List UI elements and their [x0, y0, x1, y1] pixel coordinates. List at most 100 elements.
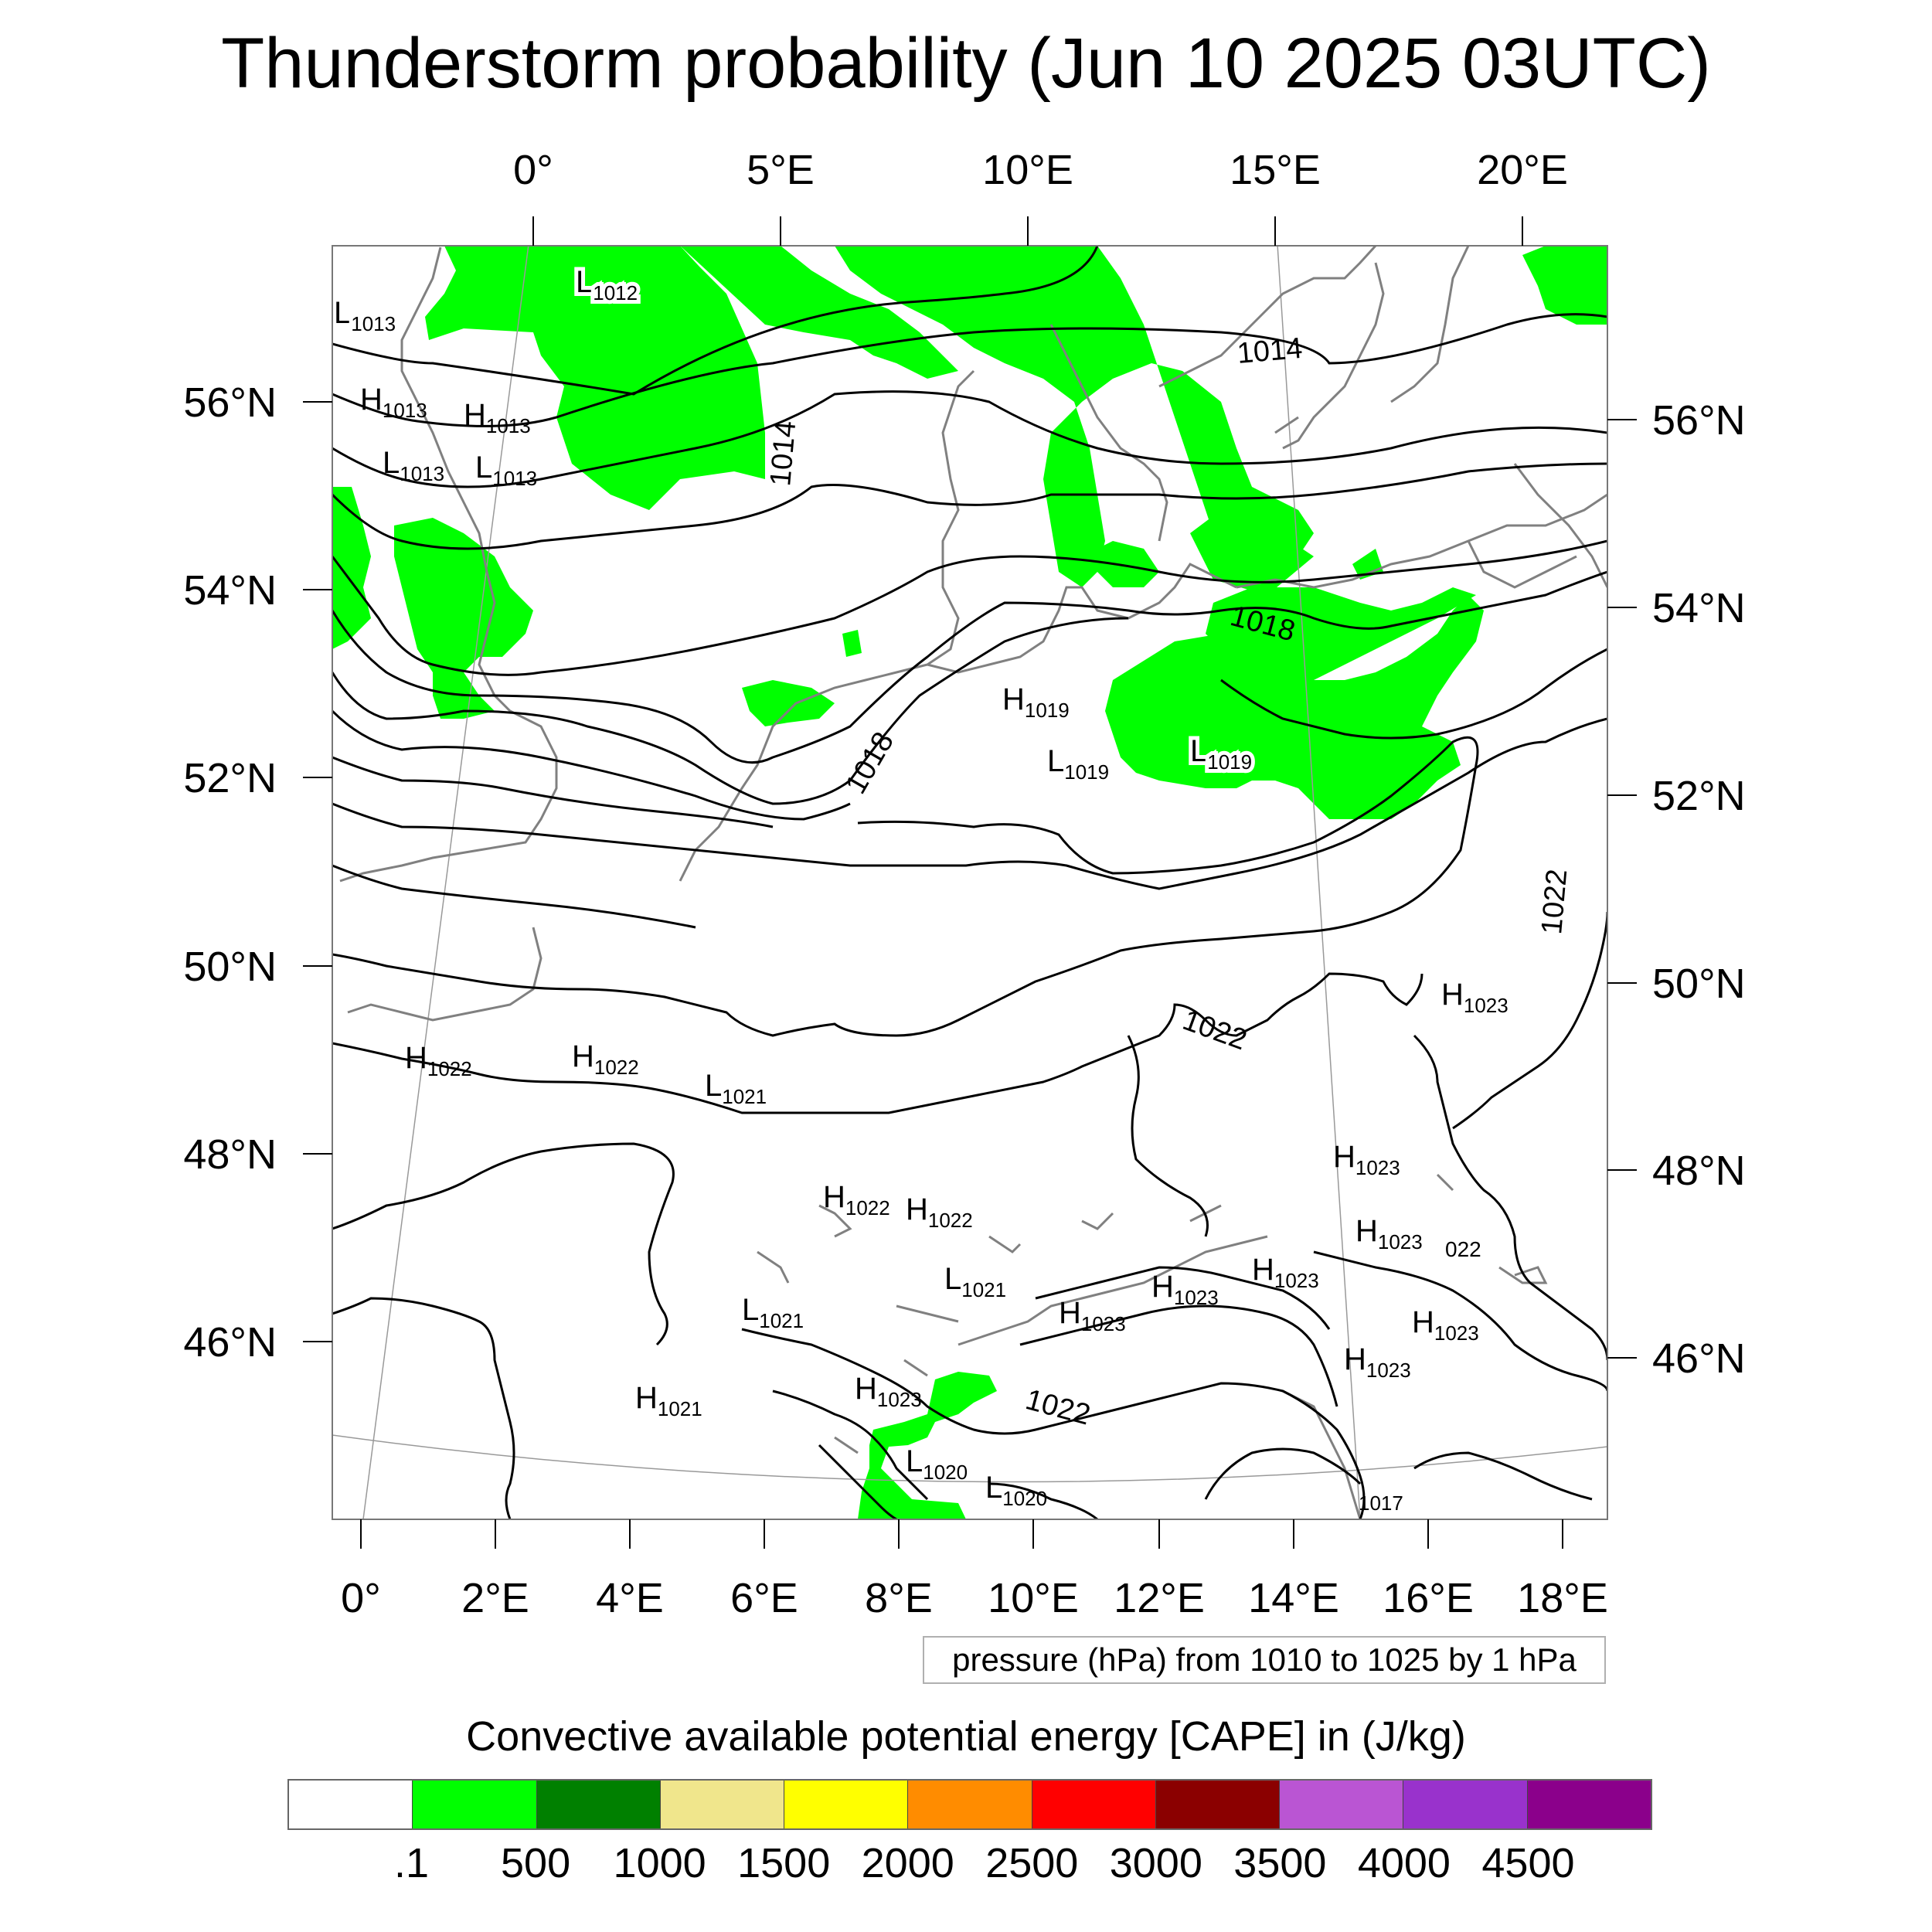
contour-info-box: pressure (hPa) from 1010 to 1025 by 1 hP…: [923, 1636, 1606, 1684]
right-axis-label: 54°N: [1652, 585, 1746, 631]
bottom-axis-label: 8°E: [865, 1575, 933, 1621]
right-axis-label: 50°N: [1652, 961, 1746, 1007]
colorbar-tick-label: 4000: [1357, 1840, 1451, 1886]
axis-ticks: [303, 216, 1637, 1549]
contour-label: 1018: [839, 726, 900, 799]
low-pressure-label: L1013: [332, 292, 400, 339]
high-pressure-label: H1022: [405, 1041, 472, 1080]
bottom-axis-label: 4°E: [596, 1575, 664, 1621]
pressure-center-text: L1013: [334, 296, 396, 335]
pressure-center-text: H1023: [1059, 1296, 1126, 1335]
high-pressure-label: H1023: [1059, 1296, 1126, 1335]
low-pressure-label: L1020: [906, 1444, 968, 1484]
low-pressure-label: L1013: [383, 446, 444, 485]
top-axis-label: 5°E: [747, 147, 815, 193]
low-pressure-label: L1021: [705, 1069, 767, 1108]
bottom-axis-label: 18°E: [1517, 1575, 1608, 1621]
high-pressure-label: H1023: [1344, 1342, 1411, 1382]
low-pressure-label: L1020: [985, 1471, 1047, 1510]
colorbar-swatch: [1155, 1781, 1281, 1828]
low-pressure-label: L1021: [742, 1293, 804, 1332]
contour-label: 1014: [1236, 332, 1304, 370]
pressure-center-text: L1019: [1190, 734, 1252, 774]
bottom-axis-label: 12°E: [1114, 1575, 1205, 1621]
pressure-centers: L1013 L1012 H1013 H1013 L1013 L1013 H1019 L1019…: [332, 261, 1509, 1510]
left-axis-label: 50°N: [183, 944, 277, 990]
right-axis-label: 52°N: [1652, 773, 1746, 819]
left-axis-label: 54°N: [183, 567, 277, 614]
pressure-center-text: L1021: [944, 1262, 1006, 1301]
pressure-center-text: H1023: [1344, 1342, 1411, 1382]
colorbar-labels: .1 500 1000 1500 2000 2500 3000 3500 4000 4500: [0, 1839, 1932, 1893]
pressure-center-text: H1023: [1412, 1305, 1479, 1345]
right-axis-label: 56°N: [1652, 397, 1746, 444]
high-pressure-label: H1023: [1441, 978, 1509, 1017]
colorbar-tick-label: 500: [501, 1840, 571, 1886]
left-axis-label: 46°N: [183, 1319, 277, 1366]
colorbar-tick-label: 1500: [737, 1840, 831, 1886]
contour-label: 1017: [1359, 1492, 1403, 1515]
low-pressure-label: L1019: [1186, 730, 1256, 777]
low-pressure-label: L1013: [475, 451, 537, 490]
left-axis-label: 48°N: [183, 1131, 277, 1178]
colorbar-swatch: [1280, 1781, 1404, 1828]
colorbar-swatch: [1403, 1781, 1528, 1828]
cape-shading: [332, 246, 1607, 1519]
pressure-center-text: L1021: [705, 1069, 767, 1108]
top-axis-label: 10°E: [982, 147, 1073, 193]
pressure-center-text: L1012: [576, 265, 638, 304]
contour-label: 1022: [1536, 868, 1573, 936]
pressure-center-text: H1022: [906, 1192, 973, 1232]
right-axis-label: 46°N: [1652, 1335, 1746, 1382]
pressure-center-text: H1023: [855, 1372, 922, 1411]
colorbar-tick-label: .1: [394, 1840, 430, 1886]
pressure-center-text: L1013: [475, 451, 537, 490]
pressure-center-text: H1022: [823, 1180, 890, 1219]
pressure-center-text: H1023: [1333, 1140, 1400, 1179]
bottom-axis-label: 6°E: [730, 1575, 798, 1621]
pressure-center-text: H1023: [1252, 1253, 1319, 1292]
pressure-center-text: H1021: [635, 1381, 702, 1420]
high-pressure-label: H1023: [1355, 1214, 1423, 1253]
bottom-axis-label: 2°E: [461, 1575, 529, 1621]
high-pressure-label: H1021: [635, 1381, 702, 1420]
high-pressure-label: H1022: [906, 1192, 973, 1232]
high-pressure-label: H1023: [855, 1372, 922, 1411]
map-frame: [332, 245, 1608, 1520]
colorbar-swatch: [289, 1781, 413, 1828]
high-pressure-label: H1023: [1252, 1253, 1319, 1292]
pressure-center-text: L1020: [985, 1471, 1047, 1510]
high-pressure-label: H1013: [360, 383, 427, 422]
pressure-center-text: H1019: [1002, 682, 1070, 722]
pressure-center-text: H1013: [360, 383, 427, 422]
bottom-axis-label: 10°E: [988, 1575, 1079, 1621]
left-axis-label: 56°N: [183, 379, 277, 426]
colorbar-swatch: [784, 1781, 909, 1828]
colorbar-tick-label: 1000: [613, 1840, 706, 1886]
colorbar-tick-label: 2500: [985, 1840, 1079, 1886]
pressure-center-text: H1013: [464, 398, 531, 437]
graticule: [332, 246, 1607, 1519]
pressure-center-text: H1022: [572, 1039, 639, 1079]
high-pressure-label: H1022: [823, 1180, 890, 1219]
bottom-axis-label: 14°E: [1248, 1575, 1339, 1621]
right-axis-label: 48°N: [1652, 1148, 1746, 1194]
low-pressure-label: L1021: [944, 1262, 1006, 1301]
high-pressure-label: H1023: [1333, 1140, 1400, 1179]
low-pressure-label: L1019: [1047, 744, 1109, 784]
colorbar-swatch: [660, 1781, 785, 1828]
high-pressure-label: H1023: [1412, 1305, 1479, 1345]
colorbar-swatch: [413, 1781, 537, 1828]
contour-label: 1014: [764, 420, 802, 488]
pressure-center-text: L1020: [906, 1444, 968, 1484]
colorbar-swatch: [1032, 1781, 1156, 1828]
high-pressure-label: H1013: [464, 398, 531, 437]
pressure-center-text: H1023: [1355, 1214, 1423, 1253]
contour-label: 022: [1445, 1237, 1481, 1261]
high-pressure-label: H1023: [1151, 1270, 1219, 1309]
top-axis-label: 0°: [513, 147, 553, 193]
pressure-center-text: L1019: [1047, 744, 1109, 784]
colorbar-tick-label: 3500: [1233, 1840, 1327, 1886]
low-pressure-label: L1012: [572, 261, 641, 308]
colorbar-tick-label: 3000: [1109, 1840, 1202, 1886]
